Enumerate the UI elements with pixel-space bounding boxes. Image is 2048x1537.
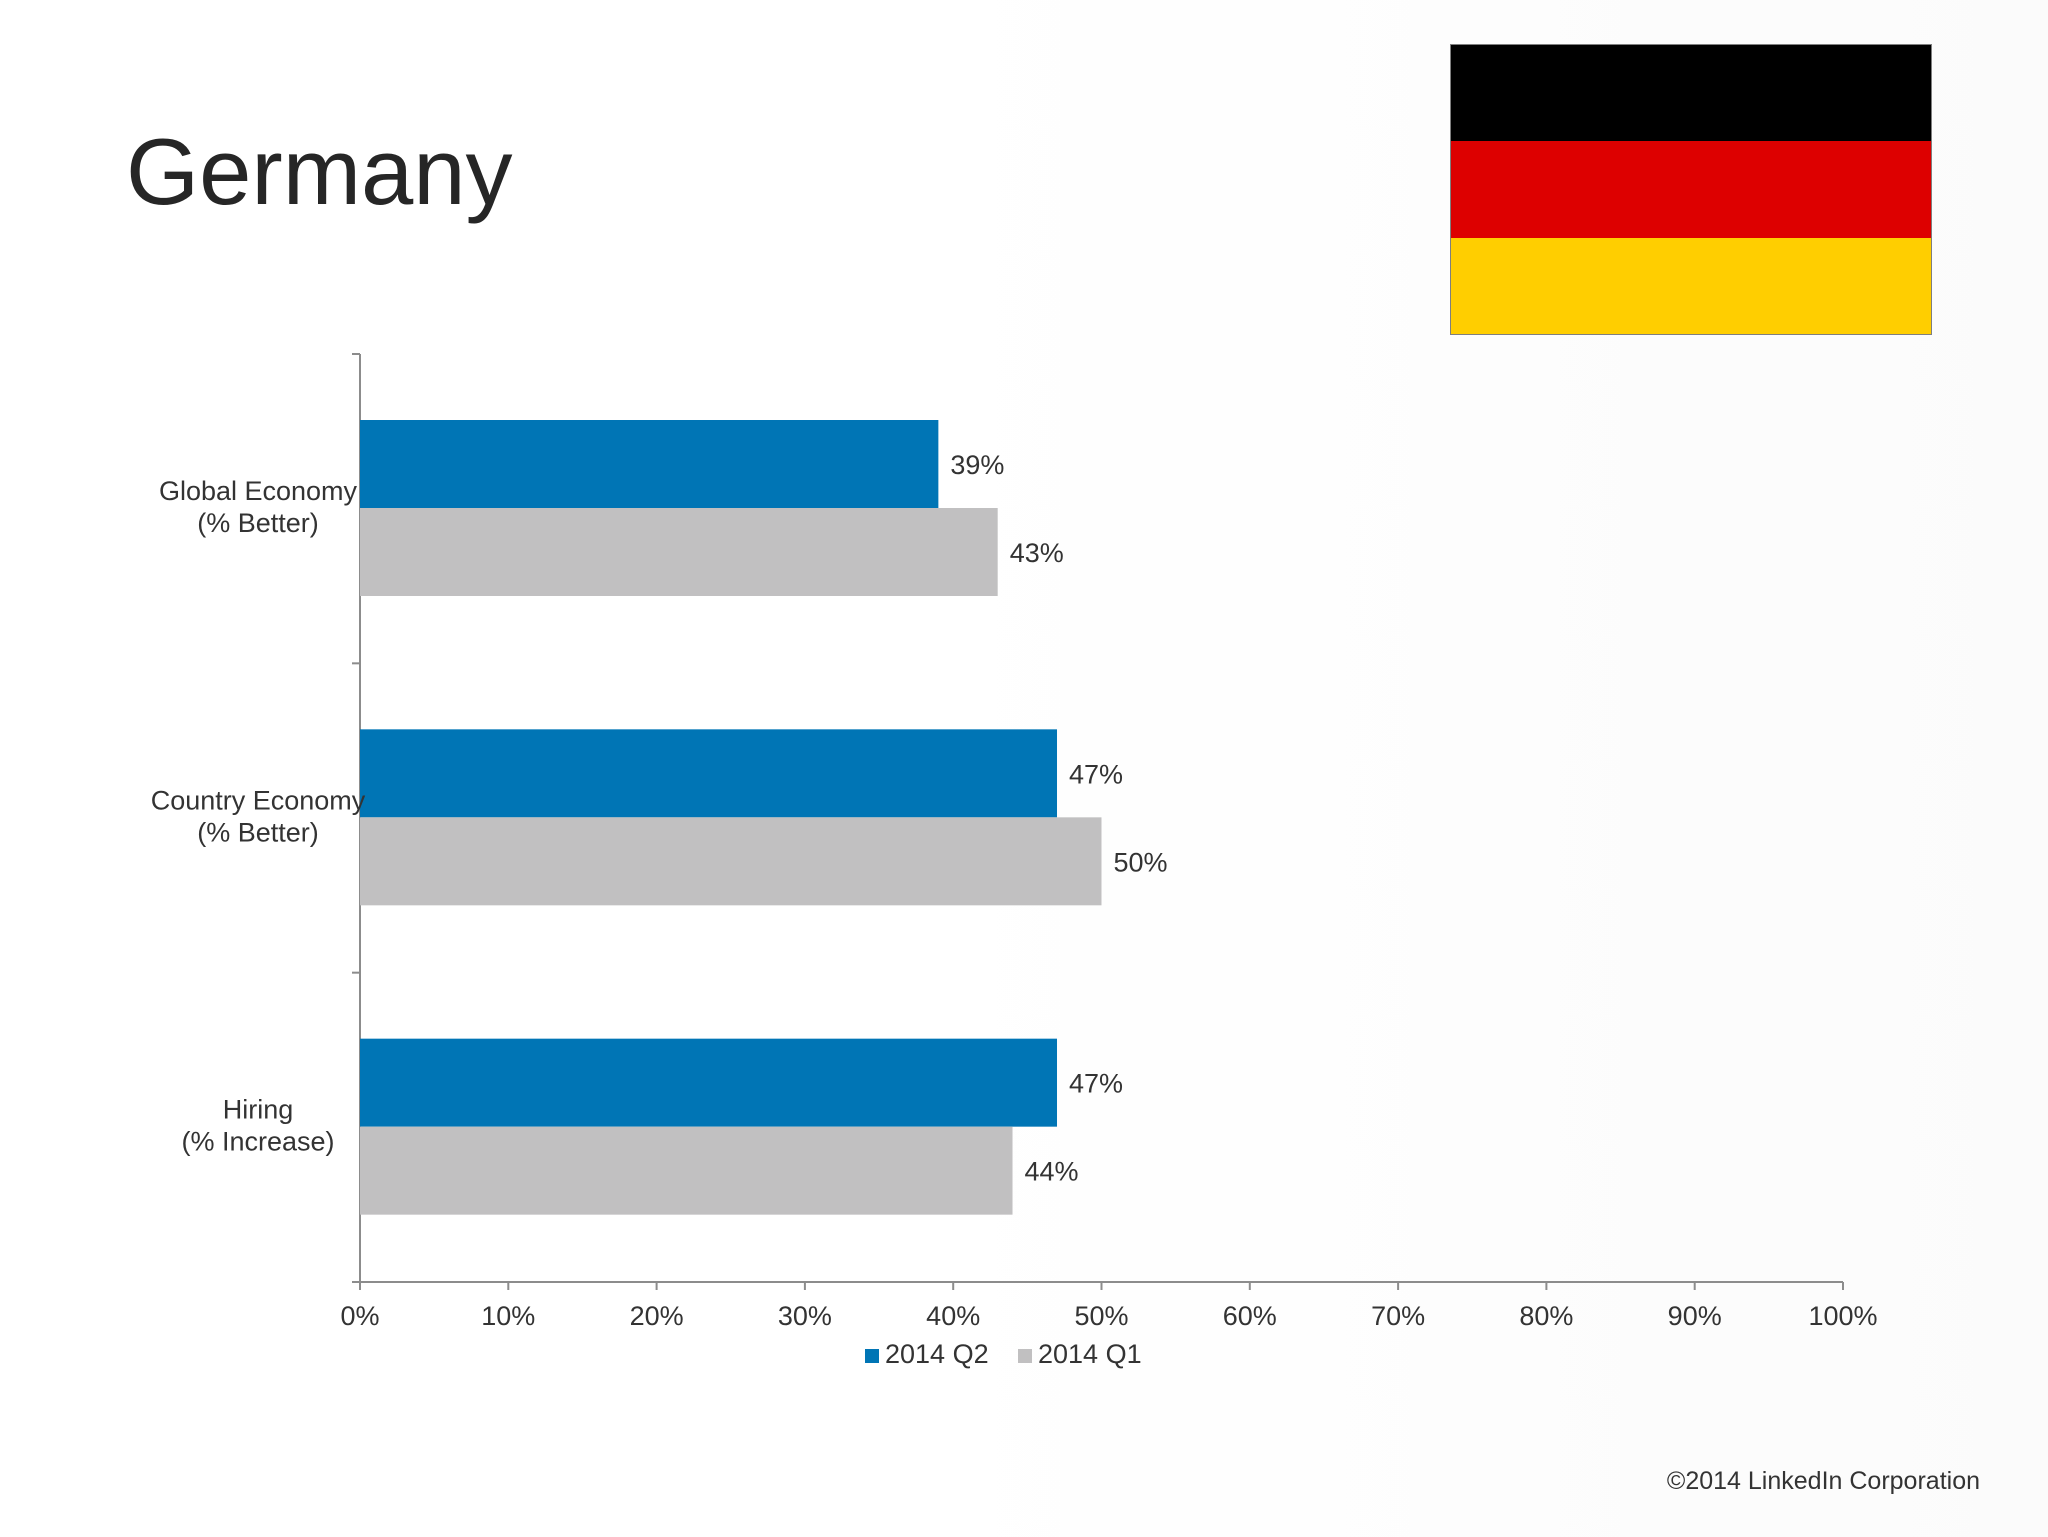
y-category-label: (% Increase) bbox=[181, 1127, 334, 1157]
legend-swatch-q1 bbox=[1018, 1349, 1032, 1363]
x-tick-label: 30% bbox=[778, 1301, 832, 1331]
bar-q2 bbox=[360, 420, 939, 508]
x-tick-label: 90% bbox=[1668, 1301, 1722, 1331]
bar-q2 bbox=[360, 1038, 1058, 1127]
data-label: 44% bbox=[1025, 1157, 1079, 1187]
x-tick-label: 50% bbox=[1074, 1301, 1128, 1331]
x-tick-label: 70% bbox=[1371, 1301, 1425, 1331]
bar-q2 bbox=[360, 729, 1058, 818]
x-tick-label: 0% bbox=[340, 1301, 379, 1331]
bar-q1 bbox=[360, 817, 1102, 906]
legend-label: 2014 Q2 bbox=[885, 1339, 989, 1369]
flag-stripe-black bbox=[1451, 45, 1931, 142]
data-label: 47% bbox=[1069, 759, 1123, 789]
x-tick-label: 10% bbox=[481, 1301, 535, 1331]
data-label: 43% bbox=[1010, 538, 1064, 568]
data-label: 50% bbox=[1114, 847, 1168, 877]
copyright-text: ©2014 LinkedIn Corporation bbox=[1666, 1467, 1980, 1495]
x-tick-label: 40% bbox=[926, 1301, 980, 1331]
data-label: 39% bbox=[950, 450, 1004, 480]
x-tick-label: 80% bbox=[1519, 1301, 1573, 1331]
flag-stripe-red bbox=[1451, 141, 1931, 238]
x-tick-label: 100% bbox=[1808, 1301, 1877, 1331]
y-category-label: Global Economy bbox=[159, 476, 358, 506]
x-tick-label: 20% bbox=[630, 1301, 684, 1331]
bar-q1 bbox=[360, 1126, 1013, 1215]
flag-stripe-gold bbox=[1451, 237, 1931, 334]
bar-q1 bbox=[360, 508, 998, 596]
page-title: Germany bbox=[126, 119, 513, 224]
x-tick-label: 60% bbox=[1223, 1301, 1277, 1331]
y-category-label: Country Economy bbox=[151, 785, 366, 815]
legend-swatch-q2 bbox=[865, 1349, 879, 1363]
legend-label: 2014 Q1 bbox=[1038, 1339, 1142, 1369]
y-category-label: (% Better) bbox=[197, 508, 319, 538]
y-category-label: (% Better) bbox=[197, 817, 319, 847]
germany-flag bbox=[1450, 44, 1932, 335]
data-label: 47% bbox=[1069, 1069, 1123, 1099]
y-category-label: Hiring bbox=[223, 1095, 294, 1125]
